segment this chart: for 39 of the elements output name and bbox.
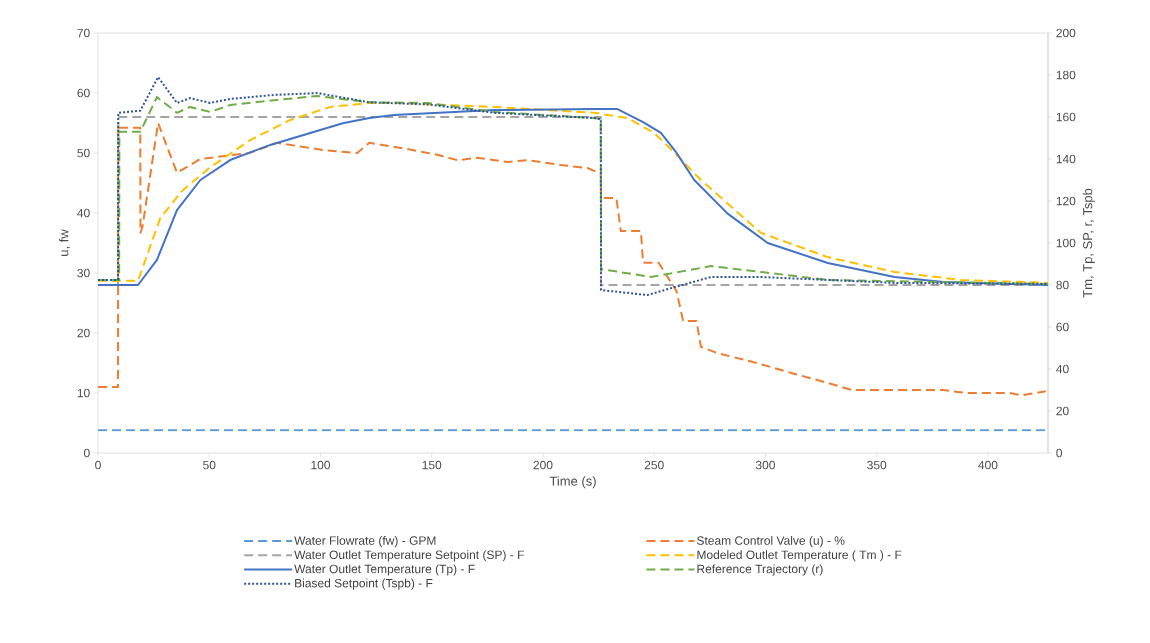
y-axis-title: u, fw xyxy=(58,229,70,256)
y2-tick-label: 120 xyxy=(1056,196,1076,206)
y2-axis-title: Tm, Tp, SP, r, Tspb xyxy=(1082,188,1095,298)
y-tick-label: 0 xyxy=(84,448,90,458)
x-tick-label: 150 xyxy=(422,460,442,470)
y-tick-label: 70 xyxy=(77,28,90,38)
y2-tick-label: 100 xyxy=(1056,238,1076,248)
y2-tick-label: 140 xyxy=(1056,154,1076,164)
x-tick-label: 0 xyxy=(95,460,101,470)
x-tick-label: 350 xyxy=(867,460,887,470)
x-tick-label: 50 xyxy=(203,460,216,470)
legend-label: Reference Trajectory (r) xyxy=(697,564,823,576)
legend-label: Water Flowrate (fw) - GPM xyxy=(294,536,436,548)
y2-tick-label: 20 xyxy=(1056,406,1069,416)
legend-label: Steam Control Valve (u) - % xyxy=(697,536,845,548)
x-tick-label: 200 xyxy=(533,460,553,470)
legend-label: Water Outlet Temperature (Tp) - F xyxy=(294,564,475,576)
y2-tick-label: 180 xyxy=(1056,70,1076,80)
x-axis-title: Time (s) xyxy=(549,476,596,489)
line-series xyxy=(98,122,1047,397)
y2-tick-label: 80 xyxy=(1056,280,1069,290)
y-tick-label: 10 xyxy=(77,388,90,398)
y-tick-label: 20 xyxy=(77,328,90,338)
y2-tick-label: 160 xyxy=(1056,112,1076,122)
y-tick-label: 60 xyxy=(77,88,90,98)
y-tick-label: 30 xyxy=(77,268,90,278)
x-tick-label: 400 xyxy=(978,460,998,470)
x-tick-label: 250 xyxy=(644,460,664,470)
x-tick-label: 300 xyxy=(755,460,775,470)
y2-tick-label: 200 xyxy=(1056,28,1076,38)
legend-label: Modeled Outlet Temperature ( Tm ) - F xyxy=(697,550,902,562)
y-tick-label: 40 xyxy=(77,208,90,218)
legend-label: Water Outlet Temperature Setpoint (SP) - F xyxy=(294,550,524,562)
y2-tick-label: 40 xyxy=(1056,364,1069,374)
y2-tick-label: 60 xyxy=(1056,322,1069,332)
x-tick-label: 100 xyxy=(311,460,331,470)
y2-tick-label: 0 xyxy=(1056,448,1063,458)
y-tick-label: 50 xyxy=(77,148,90,158)
legend-label: Biased Setpoint (Tspb) - F xyxy=(295,578,433,590)
